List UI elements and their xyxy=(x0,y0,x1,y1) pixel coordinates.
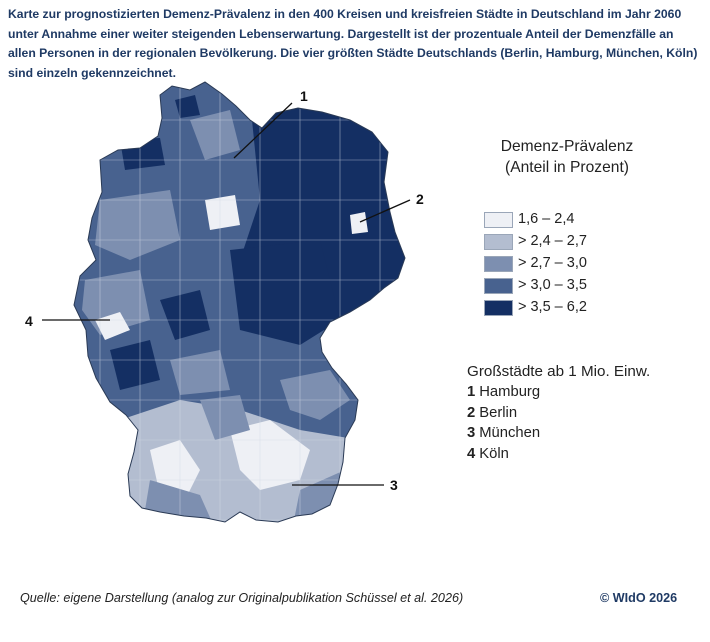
legend-swatch xyxy=(484,278,513,294)
city-number: 2 xyxy=(467,404,476,421)
germany-prevalence-map: 1 2 3 4 xyxy=(25,81,424,523)
legend-swatch xyxy=(484,234,513,250)
legend-swatch xyxy=(484,256,513,272)
legend-label: > 3,5 – 6,2 xyxy=(518,299,587,315)
map-description: Karte zur prognostizierten Demenz-Präval… xyxy=(8,7,698,80)
source-note: Quelle: eigene Darstellung (analog zur O… xyxy=(20,591,464,605)
legend-label: 1,6 – 2,4 xyxy=(518,211,575,227)
city-name: München xyxy=(479,425,541,441)
map-regions xyxy=(74,82,405,522)
cities-list: 1 Hamburg 2 Berlin 3 München 4 Köln xyxy=(467,382,540,464)
callout-number-1: 1 xyxy=(300,88,308,104)
city-number: 4 xyxy=(467,445,476,462)
legend-title: Demenz-Prävalenz (Anteil in Prozent) xyxy=(472,136,662,178)
city-item: 2 Berlin xyxy=(467,403,540,424)
legend-label: > 2,7 – 3,0 xyxy=(518,255,587,271)
legend-label: > 2,4 – 2,7 xyxy=(518,233,587,249)
cities-title: Großstädte ab 1 Mio. Einw. xyxy=(467,363,651,380)
callout-number-4: 4 xyxy=(25,313,33,329)
callout-number-3: 3 xyxy=(390,477,398,493)
city-number: 3 xyxy=(467,425,476,441)
legend-swatch xyxy=(484,300,513,316)
callout-line-2 xyxy=(359,199,411,223)
city-item: 3 München xyxy=(467,423,540,444)
city-name: Hamburg xyxy=(479,384,541,400)
city-item: 4 Köln xyxy=(467,444,540,465)
copyright-notice: © WIdO 2026 xyxy=(600,591,678,605)
city-name: Köln xyxy=(479,445,509,462)
city-item: 1 Hamburg xyxy=(467,382,540,403)
city-number: 1 xyxy=(467,384,476,400)
legend-label: > 3,0 – 3,5 xyxy=(518,277,587,293)
city-name: Berlin xyxy=(479,404,518,421)
callout-number-2: 2 xyxy=(416,191,424,207)
callout-line-1 xyxy=(233,102,293,159)
legend-swatch xyxy=(484,212,513,228)
legend-title-line2: (Anteil in Prozent) xyxy=(505,159,629,176)
legend-title-line1: Demenz-Prävalenz xyxy=(500,138,634,155)
